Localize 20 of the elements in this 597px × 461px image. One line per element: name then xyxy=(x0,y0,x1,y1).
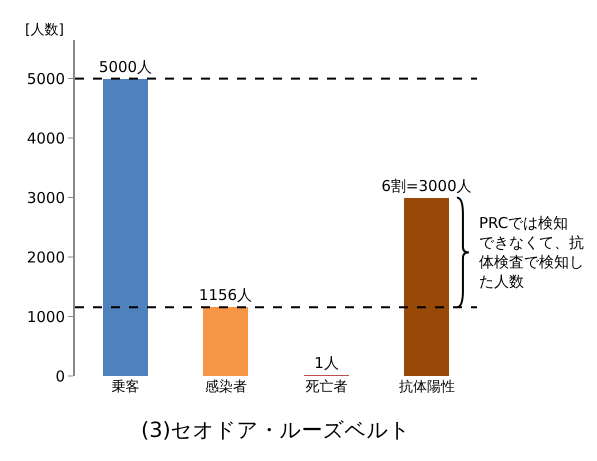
text: (3)セオドア・ルーズベルト xyxy=(141,418,411,442)
data-label: 1156人 xyxy=(198,286,252,304)
x-tick-label: 死亡者 xyxy=(305,379,348,395)
bar xyxy=(203,307,248,376)
y-axis-title: [人数] xyxy=(25,22,64,38)
y-tick-label: 0 xyxy=(55,367,65,386)
data-label: 5000人 xyxy=(98,58,152,76)
bar xyxy=(103,79,148,376)
x-tick-label: 抗体陽性 xyxy=(398,379,455,395)
y-tick-label: 5000 xyxy=(26,70,65,88)
y-tick-label: 2000 xyxy=(26,248,65,266)
data-label: 6割=3000人 xyxy=(381,177,472,195)
text: PRCでは検知できなくて、抗体検査で検知した人数 xyxy=(479,214,584,290)
x-tick-label: 乗客 xyxy=(111,379,140,395)
y-tick-label: 3000 xyxy=(26,188,65,207)
bar xyxy=(404,198,449,376)
x-tick-label: 感染者 xyxy=(204,379,247,395)
y-tick-label: 1000 xyxy=(26,308,65,326)
y-tick-label: 4000 xyxy=(26,129,65,148)
data-label: 1人 xyxy=(314,354,339,372)
